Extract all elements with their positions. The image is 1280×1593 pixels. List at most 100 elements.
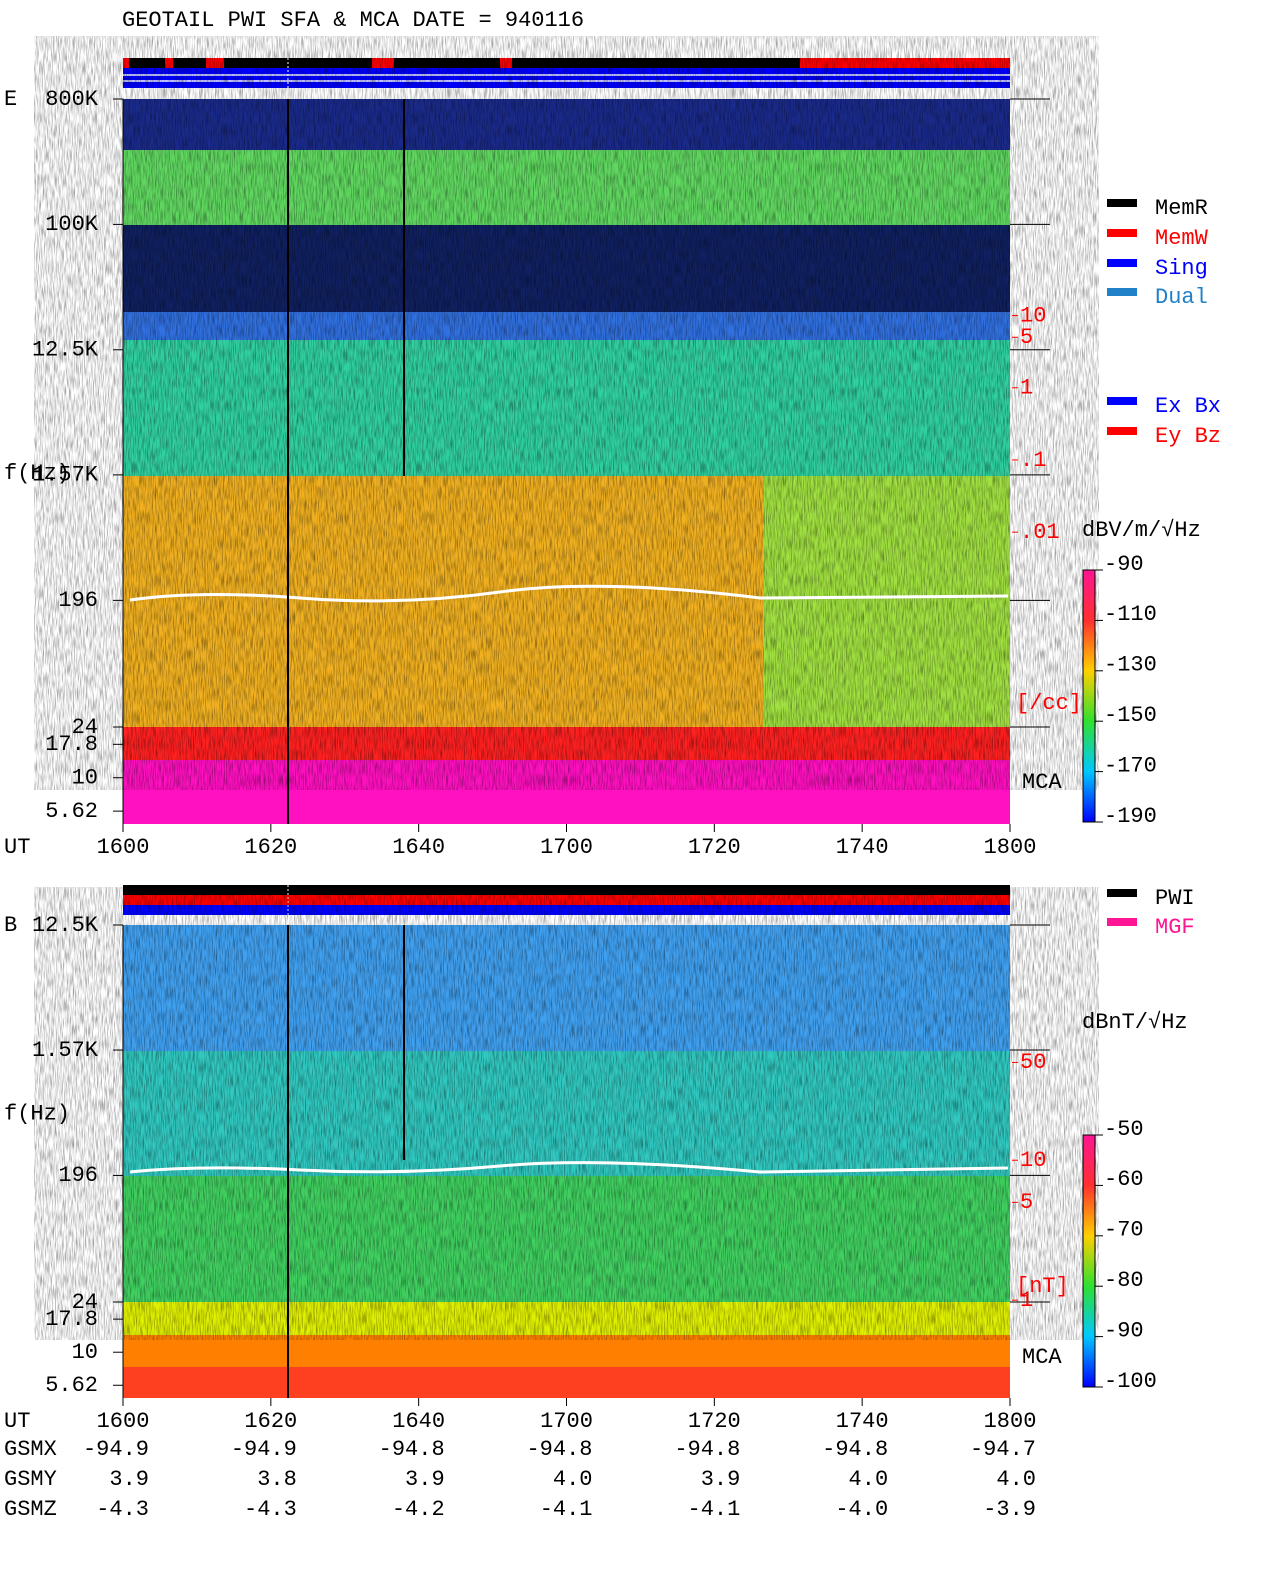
legend-swatch	[1107, 427, 1137, 435]
panel-label: B	[4, 913, 17, 938]
x-tick-label: 1600	[97, 835, 150, 860]
orbit-value: -4.3	[244, 1497, 297, 1522]
y2-tick-label: 5	[1020, 325, 1033, 350]
y2-tick-label: 5	[1020, 1190, 1033, 1215]
x-tick-label: 1720	[688, 835, 741, 860]
legend-label: MemR	[1155, 196, 1208, 221]
orbit-value: 3.9	[701, 1467, 741, 1492]
legend-swatch	[1107, 397, 1137, 405]
colorbar-tick-label: -190	[1104, 804, 1157, 829]
y2-tick-label: 50	[1020, 1050, 1046, 1075]
mca-label: MCA	[1022, 1345, 1062, 1370]
orbit-value: -94.8	[822, 1437, 888, 1462]
legend-label: Dual	[1155, 285, 1208, 310]
orbit-value: -3.9	[983, 1497, 1036, 1522]
legend-label: Sing	[1155, 256, 1208, 281]
spectrogram-b	[123, 925, 1010, 1398]
y-axis-label: f(Hz)	[4, 1101, 70, 1126]
y2-tick-label: 10	[1020, 1148, 1046, 1173]
y-tick-label: 100K	[45, 212, 99, 237]
x-tick-label: 1620	[244, 1409, 297, 1434]
x-tick-label: 1700	[540, 1409, 593, 1434]
colorbar-tick-label: -50	[1104, 1117, 1144, 1142]
y-tick-label: 24	[72, 715, 98, 740]
colorbar-tick-label: -90	[1104, 1318, 1144, 1343]
mca-tick-label: 10	[72, 766, 98, 791]
x-tick-label: 1640	[392, 835, 445, 860]
title: GEOTAIL PWI SFA & MCA DATE = 940116	[122, 8, 584, 33]
orbit-value: 3.8	[257, 1467, 297, 1492]
orbit-value: 3.9	[109, 1467, 149, 1492]
x-tick-label: 1800	[984, 835, 1037, 860]
x-tick-label: 1700	[540, 835, 593, 860]
y-tick-label: 196	[58, 1163, 98, 1188]
orbit-value: -94.8	[526, 1437, 592, 1462]
legend-swatch	[1107, 229, 1137, 237]
legend-label: Ey Bz	[1155, 424, 1221, 449]
x-tick-label: 1600	[97, 1409, 150, 1434]
mca-label: MCA	[1022, 770, 1062, 795]
orbit-label: GSMX	[4, 1437, 57, 1462]
y2-label: [nT]	[1016, 1274, 1069, 1299]
y-tick-label: 12.5K	[32, 913, 99, 938]
y2-tick-label: .01	[1020, 520, 1060, 545]
legend-swatch	[1107, 288, 1137, 296]
orbit-value: -94.9	[83, 1437, 149, 1462]
orbit-value: 4.0	[553, 1467, 593, 1492]
mca-tick-label: 5.62	[45, 799, 98, 824]
orbit-label: GSMZ	[4, 1497, 57, 1522]
colorbar-tick-label: -110	[1104, 602, 1157, 627]
colorbar-label: dBV/m/√Hz	[1082, 518, 1201, 543]
x-tick-label: 1740	[836, 1409, 889, 1434]
x-axis-label: UT	[4, 1409, 30, 1434]
orbit-value: -94.9	[231, 1437, 297, 1462]
colorbar-label: dBnT/√Hz	[1082, 1010, 1188, 1035]
orbit-value: -94.8	[379, 1437, 445, 1462]
x-tick-label: 1620	[244, 835, 297, 860]
legend-swatch	[1107, 199, 1137, 207]
y-axis-label: f(Hz)	[4, 461, 70, 486]
orbit-label: GSMY	[4, 1467, 57, 1492]
orbit-value: -4.3	[96, 1497, 149, 1522]
panel-label: E	[4, 87, 17, 112]
x-tick-label: 1740	[836, 835, 889, 860]
y-tick-label: 1.57K	[32, 463, 99, 488]
legend-label: PWI	[1155, 886, 1195, 911]
y-tick-label: 12.5K	[32, 338, 99, 363]
legend-label: Ex Bx	[1155, 394, 1221, 419]
y-tick-label: 196	[58, 588, 98, 613]
y2-tick-label: .1	[1020, 448, 1046, 473]
colorbar	[1082, 569, 1096, 823]
colorbar-tick-label: -80	[1104, 1268, 1144, 1293]
spectrogram-e	[123, 99, 1010, 824]
legend-swatch	[1107, 918, 1137, 926]
x-tick-label: 1800	[984, 1409, 1037, 1434]
mca-tick-label: 10	[72, 1340, 98, 1365]
colorbar-tick-label: -150	[1104, 703, 1157, 728]
x-tick-label: 1640	[392, 1409, 445, 1434]
orbit-value: -94.7	[970, 1437, 1036, 1462]
y2-tick-label: 10	[1020, 303, 1046, 328]
orbit-value: -4.0	[835, 1497, 888, 1522]
status-bars-e	[123, 58, 1010, 88]
legend-label: MemW	[1155, 226, 1209, 251]
colorbar-tick-label: -130	[1104, 653, 1157, 678]
status-bars-b	[123, 885, 1010, 915]
y-tick-label: 800K	[45, 87, 99, 112]
colorbar-tick-label: -100	[1104, 1369, 1157, 1394]
legend-swatch	[1107, 889, 1137, 897]
y2-tick-label: 1	[1020, 376, 1033, 401]
orbit-value: 4.0	[849, 1467, 889, 1492]
colorbar-tick-label: -70	[1104, 1218, 1144, 1243]
orbit-value: -4.2	[392, 1497, 445, 1522]
legend-swatch	[1107, 259, 1137, 267]
mca-tick-label: 5.62	[45, 1373, 98, 1398]
orbit-value: -94.8	[674, 1437, 740, 1462]
orbit-value: -4.1	[540, 1497, 593, 1522]
y-tick-label: 1.57K	[32, 1038, 99, 1063]
colorbar-tick-label: -90	[1104, 552, 1144, 577]
colorbar-tick-label: -170	[1104, 753, 1157, 778]
x-axis-label: UT	[4, 835, 30, 860]
y2-tick-label: 1	[1020, 1288, 1033, 1313]
